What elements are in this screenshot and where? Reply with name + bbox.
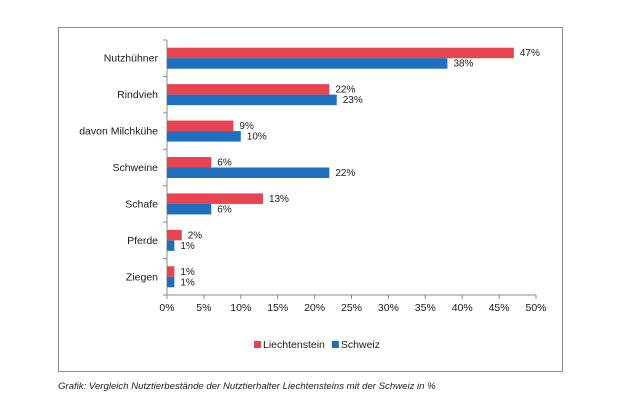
- x-tick-label: 30%: [378, 302, 399, 314]
- data-label-liechtenstein-schweine: 6%: [217, 158, 232, 169]
- bar-liechtenstein-pferde: [167, 229, 182, 241]
- bar-liechtenstein-davon-milchkühe: [167, 120, 234, 132]
- x-tick-label: 40%: [452, 302, 473, 314]
- category-label-rindvieh: Rindvieh: [117, 89, 158, 101]
- data-label-schweiz-pferde: 1%: [180, 241, 195, 252]
- bar-liechtenstein-schafe: [167, 193, 263, 204]
- x-tick-label: 20%: [304, 302, 325, 314]
- bar-schweiz-pferde: [167, 240, 175, 251]
- data-label-liechtenstein-nutzhühner: 47%: [520, 48, 540, 59]
- bar-liechtenstein-schweine: [167, 157, 212, 168]
- category-label-davon-milchkühe: davon Milchkühe: [79, 126, 158, 138]
- bar-chart: 0% 5% 10% 15% 20% 25% 30% 35% 40% 45% 50% Nutzhühne…: [79, 39, 547, 351]
- data-label-schweiz-rindvieh: 23%: [343, 95, 363, 106]
- category-label-schafe: Schafe: [125, 198, 158, 210]
- category-label-ziegen: Ziegen: [126, 271, 158, 283]
- chart-frame: 0% 5% 10% 15% 20% 25% 30% 35% 40% 45% 50% Nutzhühne…: [58, 27, 563, 372]
- bar-liechtenstein-nutzhühner: [167, 47, 514, 59]
- data-label-schweiz-davon-milchkühe: 10%: [247, 132, 267, 143]
- legend-label-schweiz: Schweiz: [341, 339, 380, 351]
- data-label-schweiz-ziegen: 1%: [180, 277, 195, 288]
- bar-liechtenstein-rindvieh: [167, 84, 330, 95]
- x-tick-label: 25%: [341, 302, 362, 314]
- data-label-schweiz-nutzhühner: 38%: [453, 59, 473, 70]
- bar-schweiz-schweine: [167, 167, 330, 178]
- legend-swatch-schweiz: [331, 341, 339, 348]
- data-label-liechtenstein-ziegen: 1%: [180, 267, 195, 278]
- legend-swatch-liechtenstein: [254, 341, 261, 348]
- data-label-liechtenstein-rindvieh: 22%: [335, 85, 355, 96]
- bar-schweiz-schafe: [167, 203, 212, 215]
- data-label-liechtenstein-schafe: 13%: [269, 194, 289, 205]
- category-label-pferde: Pferde: [127, 235, 158, 247]
- x-tick-label: 35%: [415, 302, 436, 314]
- category-label-schweine: Schweine: [112, 162, 158, 174]
- category-label-nutzhühner: Nutzhühner: [104, 53, 159, 65]
- bar-schweiz-ziegen: [167, 276, 175, 288]
- bar-schweiz-rindvieh: [167, 94, 337, 106]
- bar-schweiz-davon-milchkühe: [167, 131, 241, 142]
- bar-schweiz-nutzhühner: [167, 58, 448, 69]
- data-label-schweiz-schafe: 6%: [217, 204, 232, 215]
- x-tick-label: 10%: [230, 302, 251, 314]
- x-tick-label: 5%: [196, 302, 211, 314]
- x-tick-label: 15%: [267, 302, 288, 314]
- x-tick-label: 0%: [159, 302, 174, 314]
- x-tick-label: 50%: [525, 302, 546, 314]
- chart-caption: Grafik: Vergleich Nutztierbestände der N…: [58, 381, 436, 392]
- data-label-schweiz-schweine: 22%: [335, 168, 355, 179]
- data-label-liechtenstein-pferde: 2%: [188, 230, 203, 241]
- bar-liechtenstein-ziegen: [167, 266, 175, 277]
- legend-label-liechtenstein: Liechtenstein: [263, 339, 325, 351]
- data-label-liechtenstein-davon-milchkühe: 9%: [239, 121, 254, 132]
- x-tick-label: 45%: [489, 302, 510, 314]
